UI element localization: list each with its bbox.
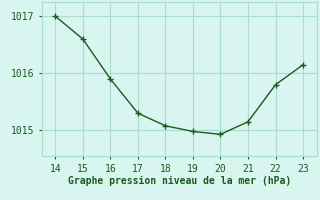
X-axis label: Graphe pression niveau de la mer (hPa): Graphe pression niveau de la mer (hPa) [68,176,291,186]
